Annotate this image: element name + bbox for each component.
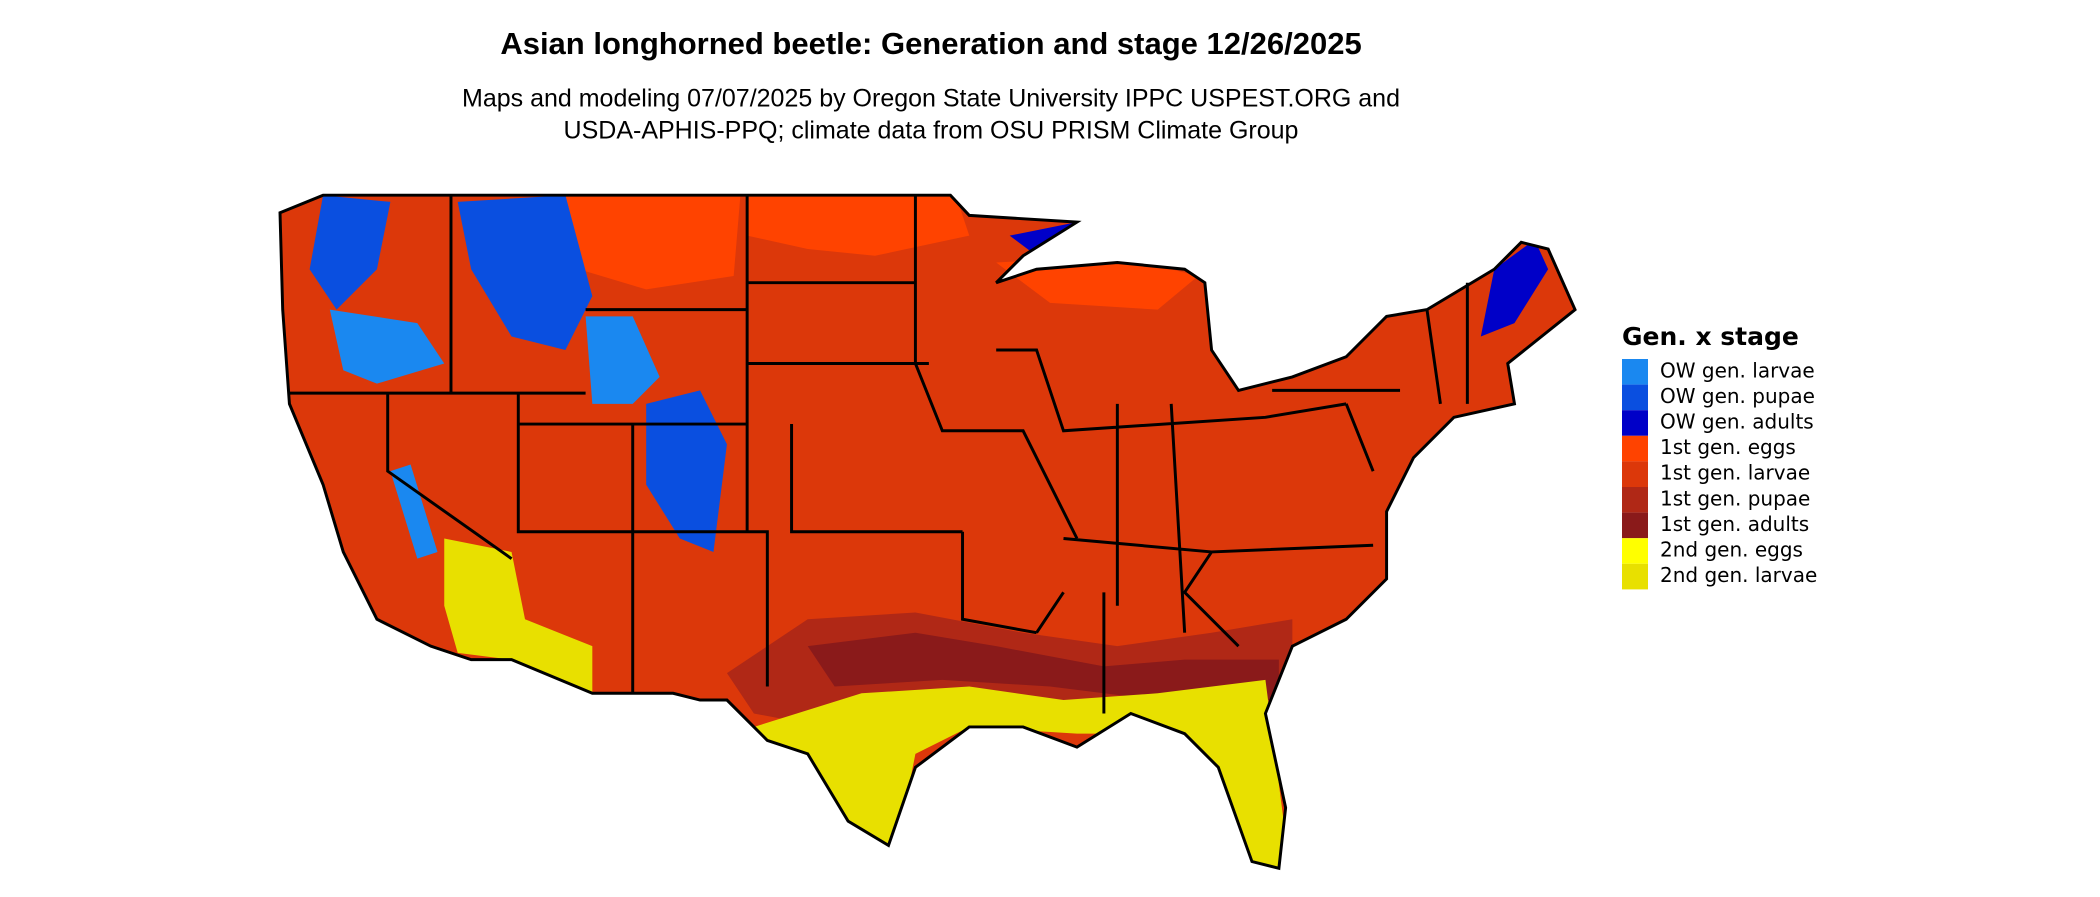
legend-swatch [1622, 538, 1648, 564]
legend-label: 2nd gen. eggs [1660, 538, 1803, 562]
state-borders [289, 195, 1469, 714]
map-subtitle: USDA-APHIS-PPQ; climate data from OSU PR… [564, 117, 1299, 145]
legend-label: OW gen. larvae [1660, 358, 1815, 382]
region [1009, 222, 1077, 256]
legend-swatch [1622, 487, 1648, 513]
region [280, 195, 1576, 869]
legend-label: OW gen. adults [1660, 410, 1814, 434]
legend-swatch [1622, 410, 1648, 436]
region [565, 195, 741, 290]
legend-swatch [1622, 435, 1648, 462]
legend-swatch [1622, 461, 1648, 487]
legend-swatch [1622, 384, 1648, 411]
region [1480, 239, 1549, 337]
legend-swatch [1622, 512, 1648, 539]
legend-swatch [1622, 563, 1648, 590]
region [329, 309, 445, 384]
region [444, 538, 593, 694]
legend-label: OW gen. pupae [1660, 384, 1815, 408]
region [646, 390, 727, 552]
map-subtitle: Maps and modeling 07/07/2025 by Oregon S… [462, 85, 1400, 113]
legend-title: Gen. x stage [1622, 322, 1799, 351]
region [309, 195, 391, 310]
legend-label: 1st gen. pupae [1660, 486, 1810, 510]
region [390, 464, 438, 559]
legend-swatch [1622, 359, 1648, 385]
region [753, 679, 1293, 869]
legend-label: 1st gen. adults [1660, 512, 1809, 536]
legend-label: 2nd gen. larvae [1660, 563, 1817, 587]
map-title: Asian longhorned beetle: Generation and … [500, 26, 1361, 61]
region [585, 316, 660, 404]
map [278, 193, 1577, 871]
legend-label: 1st gen. eggs [1660, 435, 1796, 459]
region [457, 195, 593, 351]
country-border [278, 193, 1577, 871]
region [807, 632, 1279, 701]
region [747, 195, 970, 256]
legend-label: 1st gen. larvae [1660, 461, 1810, 485]
